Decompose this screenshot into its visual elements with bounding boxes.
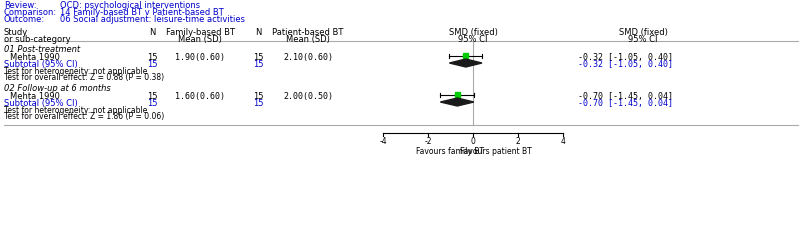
Text: Favours family BT: Favours family BT [417, 147, 485, 156]
Text: Mehta 1990: Mehta 1990 [10, 53, 60, 62]
Text: -0.32 [-1.05, 0.40]: -0.32 [-1.05, 0.40] [578, 60, 673, 69]
Text: 15: 15 [146, 92, 158, 101]
Polygon shape [450, 59, 482, 67]
Text: OCD: psychological interventions: OCD: psychological interventions [60, 1, 200, 10]
Text: N: N [255, 28, 261, 37]
Text: 01 Post-treatment: 01 Post-treatment [4, 45, 80, 54]
Text: Family-based BT: Family-based BT [166, 28, 234, 37]
Text: 02 Follow-up at 6 months: 02 Follow-up at 6 months [4, 84, 110, 93]
Text: -2: -2 [424, 137, 432, 146]
Text: -0.32 [-1.05, 0.40]: -0.32 [-1.05, 0.40] [578, 53, 673, 62]
Text: Subtotal (95% CI): Subtotal (95% CI) [4, 99, 78, 108]
Polygon shape [440, 98, 474, 106]
Text: 2.10(0.60): 2.10(0.60) [283, 53, 333, 62]
Text: Mehta 1990: Mehta 1990 [10, 92, 60, 101]
Text: Test for overall effect: Z = 0.88 (P = 0.38): Test for overall effect: Z = 0.88 (P = 0… [4, 73, 164, 82]
Text: -0.70 [-1.45, 0.04]: -0.70 [-1.45, 0.04] [578, 92, 673, 101]
Text: Subtotal (95% CI): Subtotal (95% CI) [4, 60, 78, 69]
Text: Mean (SD): Mean (SD) [286, 35, 330, 44]
Text: 1.90(0.60): 1.90(0.60) [175, 53, 225, 62]
Text: 95% CI: 95% CI [628, 35, 658, 44]
Text: 15: 15 [146, 53, 158, 62]
Text: 15: 15 [253, 99, 263, 108]
Bar [463, 53, 468, 59]
Text: Favours patient BT: Favours patient BT [460, 147, 531, 156]
Text: Study: Study [4, 28, 28, 37]
Text: 14 Family-based BT v Patient-based BT: 14 Family-based BT v Patient-based BT [60, 8, 224, 17]
Text: Outcome:: Outcome: [4, 15, 45, 24]
Text: 1.60(0.60): 1.60(0.60) [175, 92, 225, 101]
Text: -4: -4 [379, 137, 387, 146]
Text: Test for heterogeneity: not applicable: Test for heterogeneity: not applicable [4, 106, 147, 115]
Text: 15: 15 [253, 60, 263, 69]
Text: Test for overall effect: Z = 1.86 (P = 0.06): Test for overall effect: Z = 1.86 (P = 0… [4, 112, 164, 121]
Text: -0.70 [-1.45, 0.04]: -0.70 [-1.45, 0.04] [578, 99, 673, 108]
Text: Mean (SD): Mean (SD) [178, 35, 222, 44]
Text: 2: 2 [516, 137, 520, 146]
Text: Test for heterogeneity: not applicable: Test for heterogeneity: not applicable [4, 67, 147, 76]
Text: or sub-category: or sub-category [4, 35, 70, 44]
Text: Patient-based BT: Patient-based BT [272, 28, 344, 37]
Text: Comparison:: Comparison: [4, 8, 57, 17]
Text: 06 Social adjustment: leisure-time activities: 06 Social adjustment: leisure-time activ… [60, 15, 245, 24]
Text: 2.00(0.50): 2.00(0.50) [283, 92, 333, 101]
Text: SMD (fixed): SMD (fixed) [449, 28, 498, 37]
Text: 15: 15 [146, 60, 158, 69]
Text: N: N [149, 28, 155, 37]
Text: 15: 15 [146, 99, 158, 108]
Text: SMD (fixed): SMD (fixed) [618, 28, 667, 37]
Text: 95% CI: 95% CI [458, 35, 488, 44]
Bar [454, 93, 460, 97]
Text: 4: 4 [561, 137, 566, 146]
Text: Review:: Review: [4, 1, 37, 10]
Text: 15: 15 [253, 92, 263, 101]
Text: 0: 0 [470, 137, 475, 146]
Text: 15: 15 [253, 53, 263, 62]
